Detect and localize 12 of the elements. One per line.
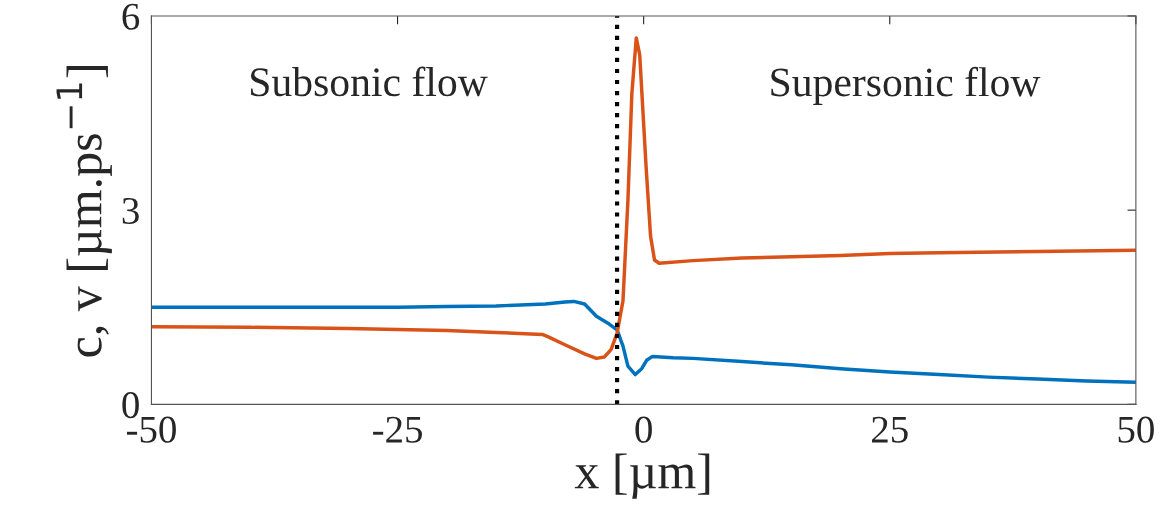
line-series	[151, 299, 1136, 385]
y-tick-label: 6	[122, 3, 140, 30]
x-tick-label: 50	[1118, 416, 1154, 443]
x-tick-label: 0	[635, 416, 652, 443]
annotation: Supersonic flow	[771, 66, 1041, 105]
x-tick-label: -25	[373, 416, 422, 443]
y-tick-label: 3	[122, 197, 139, 225]
x-tick-label: 25	[872, 416, 908, 443]
annotation: Subsonic flow	[251, 66, 488, 97]
line-series	[151, 36, 1136, 361]
y-axis-title: c, v [µm.ps$^{−1}$]	[56, 66, 112, 357]
x-axis-title: x [µm]	[574, 453, 710, 499]
